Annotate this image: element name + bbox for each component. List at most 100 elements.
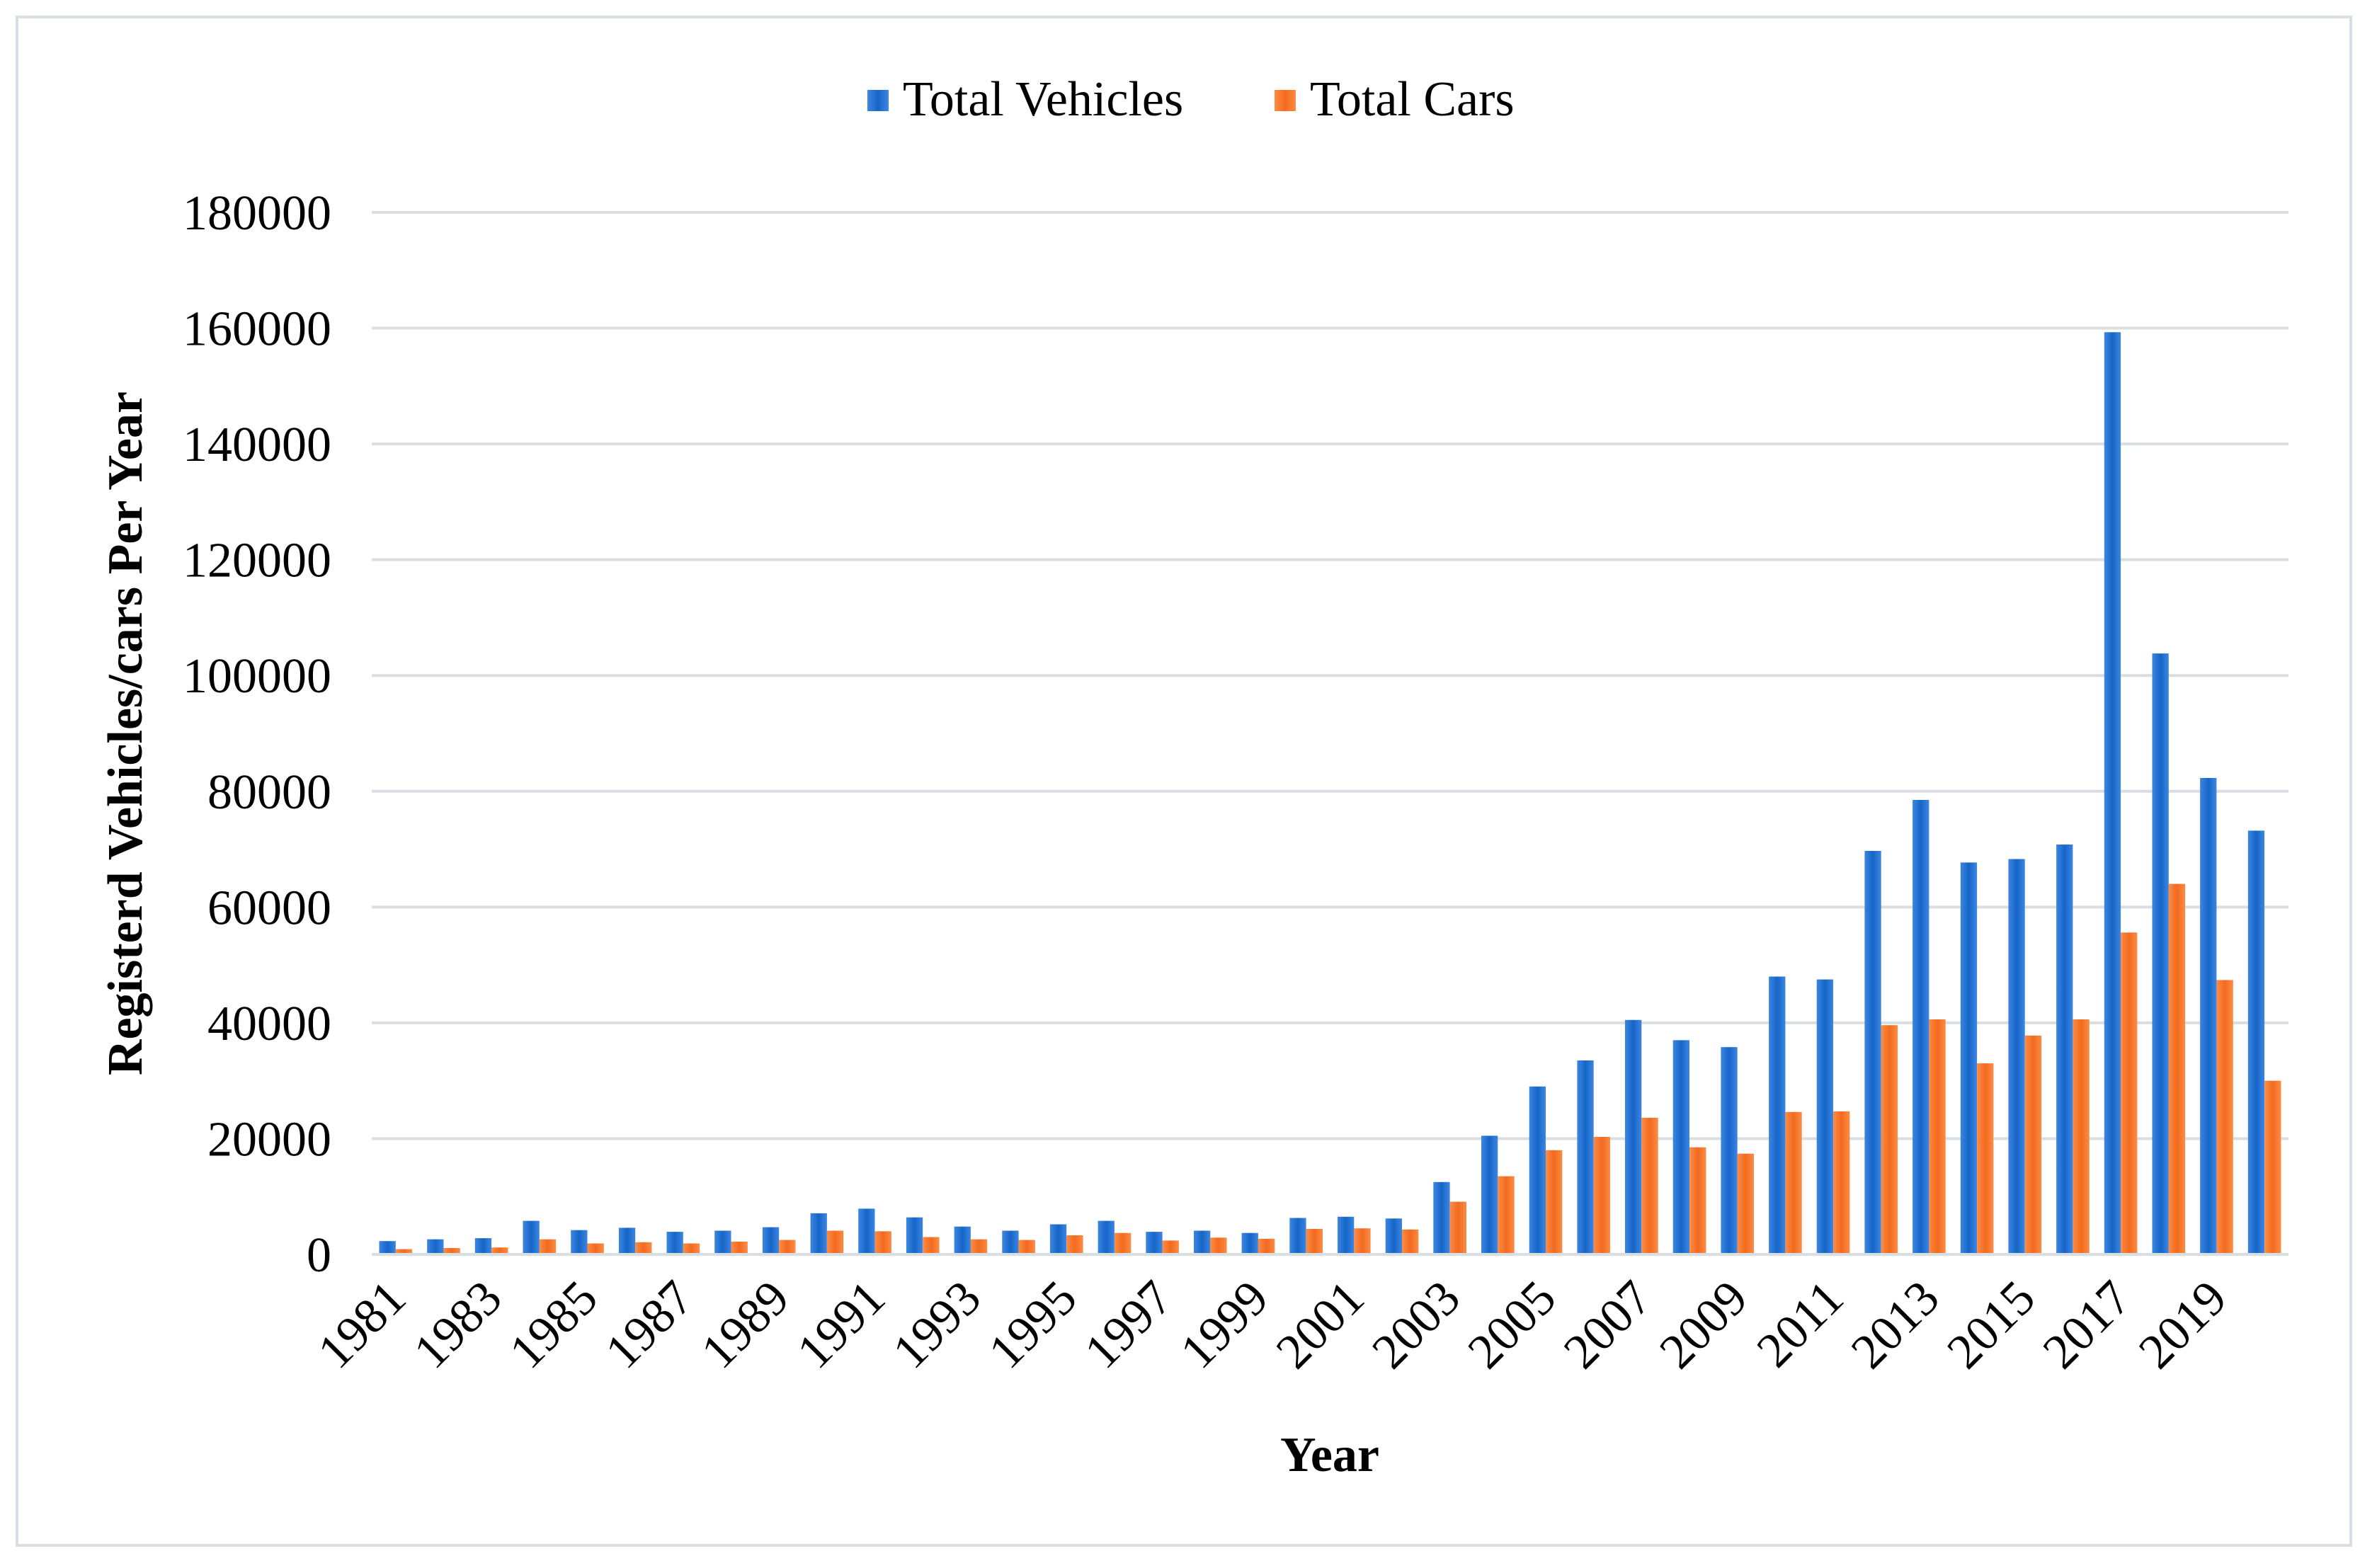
- bar-total-cars-2003: [1449, 1201, 1466, 1254]
- bar-total-cars-2014: [1977, 1063, 1994, 1254]
- bar-total-vehicles-2001: [1338, 1216, 1355, 1254]
- bar-total-vehicles-2002: [1385, 1218, 1402, 1254]
- bar-total-cars-1986: [635, 1242, 652, 1254]
- bar-total-cars-1994: [1018, 1240, 1035, 1254]
- bar-total-cars-1989: [779, 1240, 796, 1254]
- y-tick-label-0: 0: [307, 1228, 331, 1283]
- y-tick-label-20000: 20000: [207, 1112, 331, 1167]
- bar-total-vehicles-2004: [1481, 1135, 1498, 1254]
- bar-total-vehicles-2014: [1960, 862, 1978, 1254]
- x-tick-label-1987: 1987: [595, 1271, 704, 1379]
- bar-total-vehicles-1987: [666, 1232, 683, 1254]
- bar-total-vehicles-1993: [954, 1226, 971, 1254]
- bar-total-vehicles-2009: [1721, 1047, 1738, 1254]
- x-axis-tick-labels: 1981198319851987198919911993199519971999…: [308, 1271, 2238, 1379]
- bar-total-vehicles-2008: [1672, 1040, 1689, 1254]
- x-tick-label-2007: 2007: [1554, 1271, 1662, 1379]
- bar-total-vehicles-1994: [1002, 1230, 1019, 1254]
- bar-total-cars-1983: [491, 1247, 508, 1254]
- bar-total-cars-1993: [970, 1239, 988, 1254]
- bar-total-cars-2013: [1929, 1019, 1946, 1254]
- bar-total-cars-2012: [1881, 1025, 1898, 1254]
- bar-total-vehicles-1998: [1194, 1230, 1211, 1254]
- x-tick-label-2001: 2001: [1266, 1271, 1374, 1379]
- x-tick-label-2009: 2009: [1650, 1271, 1758, 1379]
- x-tick-label-1991: 1991: [787, 1271, 895, 1379]
- y-tick-label-60000: 60000: [207, 881, 331, 935]
- x-tick-label-1993: 1993: [883, 1271, 991, 1379]
- bar-total-cars-1987: [683, 1243, 700, 1254]
- bar-total-cars-2007: [1641, 1118, 1658, 1254]
- bar-total-vehicles-2006: [1577, 1060, 1594, 1254]
- bar-total-cars-2018: [2168, 883, 2186, 1254]
- bar-total-vehicles-1990: [810, 1213, 827, 1254]
- bar-total-cars-2001: [1354, 1228, 1371, 1254]
- bar-total-vehicles-2016: [2056, 845, 2073, 1254]
- bars: [379, 332, 2281, 1254]
- bar-total-cars-2009: [1737, 1153, 1754, 1254]
- bar-total-vehicles-1996: [1098, 1220, 1115, 1254]
- bar-total-cars-1985: [587, 1243, 604, 1254]
- bar-total-cars-2015: [2024, 1035, 2042, 1254]
- gridlines: [372, 211, 2288, 1140]
- bar-total-cars-2017: [2121, 932, 2138, 1254]
- x-tick-label-2011: 2011: [1747, 1271, 1854, 1378]
- bar-total-vehicles-2019: [2200, 778, 2217, 1254]
- bar-total-cars-2000: [1306, 1229, 1323, 1254]
- bar-total-vehicles-1992: [906, 1217, 923, 1254]
- legend-swatch-total-cars: [1275, 90, 1296, 111]
- x-tick-label-2015: 2015: [1937, 1271, 2046, 1379]
- legend-swatch-total-vehicles: [867, 90, 889, 111]
- bar-total-cars-1984: [539, 1239, 557, 1254]
- bar-total-vehicles-2015: [2008, 859, 2025, 1254]
- bar-total-vehicles-2020: [2247, 830, 2265, 1254]
- bar-total-vehicles-1997: [1146, 1232, 1163, 1254]
- bar-total-vehicles-1989: [762, 1227, 780, 1254]
- bar-total-cars-1988: [731, 1242, 748, 1254]
- x-tick-label-1995: 1995: [979, 1271, 1087, 1379]
- bar-total-cars-1990: [826, 1230, 844, 1254]
- legend: Total Vehicles Total Cars: [867, 72, 1515, 127]
- bar-total-vehicles-1983: [474, 1238, 492, 1254]
- bar-total-cars-1991: [874, 1231, 891, 1254]
- bar-total-cars-2010: [1785, 1111, 1802, 1254]
- bar-total-cars-1996: [1115, 1232, 1132, 1254]
- y-axis-tick-labels: 0 20000 40000 60000 80000 100000 120000 140000 1…: [183, 186, 331, 1283]
- bar-total-vehicles-2011: [1816, 979, 1833, 1254]
- bar-total-cars-1982: [443, 1248, 460, 1254]
- bar-total-vehicles-1999: [1241, 1232, 1258, 1254]
- bar-total-cars-2008: [1689, 1147, 1706, 1254]
- bar-total-vehicles-2005: [1529, 1086, 1546, 1254]
- bar-total-cars-2020: [2264, 1080, 2281, 1254]
- x-axis-title: Year: [1280, 1428, 1379, 1482]
- bar-total-vehicles-1995: [1049, 1224, 1067, 1254]
- bar-total-vehicles-1988: [714, 1230, 731, 1254]
- bar-total-vehicles-1981: [379, 1241, 396, 1254]
- x-tick-label-1989: 1989: [691, 1271, 799, 1379]
- bar-total-cars-1998: [1210, 1237, 1227, 1254]
- x-tick-label-2005: 2005: [1458, 1271, 1566, 1379]
- y-axis-title: Registerd Vehicles/cars Per Year: [98, 391, 153, 1075]
- bar-total-vehicles-2013: [1913, 800, 1929, 1254]
- bar-total-vehicles-2010: [1769, 976, 1786, 1254]
- y-tick-label-100000: 100000: [183, 649, 331, 704]
- bar-total-cars-2016: [2073, 1019, 2090, 1254]
- bar-total-cars-1997: [1162, 1240, 1179, 1254]
- y-tick-label-120000: 120000: [183, 534, 331, 588]
- bar-total-cars-2011: [1833, 1111, 1850, 1254]
- x-tick-label-1997: 1997: [1074, 1271, 1182, 1379]
- x-tick-label-1983: 1983: [404, 1271, 512, 1379]
- bar-total-cars-1995: [1066, 1235, 1083, 1254]
- bar-total-cars-1992: [923, 1237, 940, 1254]
- x-tick-label-2017: 2017: [2033, 1271, 2141, 1379]
- x-tick-label-2019: 2019: [2128, 1271, 2237, 1379]
- x-tick-label-1985: 1985: [499, 1271, 608, 1379]
- y-tick-label-40000: 40000: [207, 997, 331, 1051]
- bar-total-cars-1999: [1258, 1238, 1275, 1254]
- legend-label-total-cars: Total Cars: [1310, 72, 1515, 127]
- bar-total-cars-2006: [1593, 1137, 1610, 1254]
- bar-total-vehicles-2017: [2104, 332, 2121, 1254]
- bar-total-vehicles-2012: [1864, 851, 1881, 1254]
- y-tick-label-80000: 80000: [207, 765, 331, 820]
